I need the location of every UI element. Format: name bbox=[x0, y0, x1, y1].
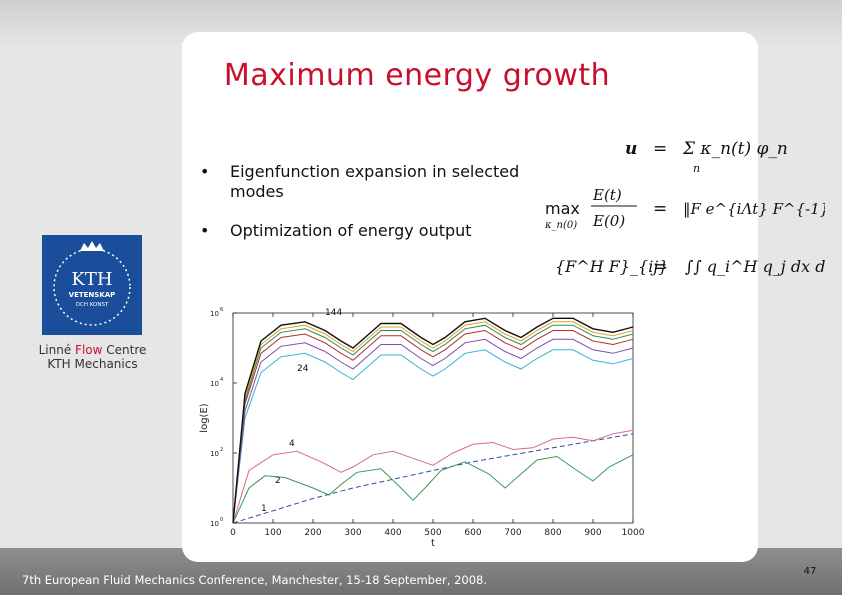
eq1-sum-sub: n bbox=[693, 162, 700, 175]
bullet-text: Optimization of energy output bbox=[230, 221, 472, 240]
logo-text-line1: VETENSKAP bbox=[69, 291, 116, 299]
eq3-lhs: {F^H F}_{ij} bbox=[555, 257, 668, 276]
series-line-s40 bbox=[232, 338, 634, 524]
right-band bbox=[758, 44, 842, 548]
org-line1-flow: Flow bbox=[75, 343, 103, 357]
x-axis-label: t bbox=[431, 538, 435, 548]
org-line1: Linné Flow Centre bbox=[20, 343, 165, 357]
x-tick-label: 300 bbox=[344, 528, 361, 538]
equation-gram-matrix: {F^H F}_{ij} = ∫∫ q_i^H q_j dx dy bbox=[555, 257, 825, 277]
series-line-2 bbox=[232, 454, 634, 524]
eq1-op: = bbox=[653, 139, 667, 159]
series-line-144 bbox=[232, 317, 634, 524]
x-tick-label: 200 bbox=[304, 528, 321, 538]
x-tick-label: 0 bbox=[230, 528, 236, 538]
y-tick-exponent: 2 bbox=[220, 447, 223, 453]
y-axis-label: log(E) bbox=[199, 403, 210, 432]
series-label-4: 4 bbox=[289, 439, 295, 449]
bullet-text: Eigenfunction expansion in selected mode… bbox=[230, 162, 520, 201]
eq2-sub: κ_n(0) bbox=[544, 220, 577, 231]
eq1-rhs: Σ κ_n(t) φ_n bbox=[682, 139, 788, 159]
org-line2: KTH Mechanics bbox=[47, 357, 138, 371]
series-line-s60 bbox=[232, 329, 634, 524]
y-tick-label: 10 bbox=[210, 310, 219, 318]
series-line-s100 bbox=[232, 321, 634, 524]
y-tick-label: 10 bbox=[210, 450, 219, 458]
logo-text-main: KTH bbox=[71, 269, 112, 290]
x-tick-label: 700 bbox=[504, 528, 521, 538]
series-line-4 bbox=[232, 429, 634, 524]
x-tick-label: 100 bbox=[264, 528, 281, 538]
bullet-marker: • bbox=[200, 221, 210, 240]
x-tick-label: 900 bbox=[584, 528, 601, 538]
eq2-max: max bbox=[545, 199, 580, 218]
kth-logo: KTH VETENSKAP OCH KONST bbox=[42, 235, 142, 335]
slide-title: Maximum energy growth bbox=[223, 58, 611, 93]
page-number: 47 bbox=[803, 566, 817, 577]
x-tick-label: 400 bbox=[384, 528, 401, 538]
org-line1-pre: Linné bbox=[38, 343, 72, 357]
org-line1-post: Centre bbox=[106, 343, 147, 357]
eq2-rhs: ‖F e^{iΛt} F^{-1}‖²₂ bbox=[683, 200, 825, 218]
org-name: Linné Flow Centre KTH Mechanics bbox=[20, 343, 165, 371]
series-label-2: 2 bbox=[275, 476, 281, 486]
eq2-den: E(0) bbox=[592, 212, 625, 230]
x-tick-label: 500 bbox=[424, 528, 441, 538]
series-line-24 bbox=[232, 349, 634, 524]
y-tick-label: 10 bbox=[210, 520, 219, 528]
bullet-marker: • bbox=[200, 162, 210, 181]
eq2-num: E(t) bbox=[592, 186, 622, 204]
eq2-op: = bbox=[653, 199, 667, 219]
logo-wreath bbox=[53, 248, 131, 326]
equation-expansion: u = Σ κ_n(t) φ_n n bbox=[625, 139, 788, 175]
x-tick-label: 800 bbox=[544, 528, 561, 538]
eq1-lhs: u bbox=[625, 139, 637, 159]
equation-max-growth: max κ_n(0) E(t) E(0) = ‖F e^{iΛt} F^{-1}… bbox=[544, 186, 825, 231]
footer-text: 7th European Fluid Mechanics Conference,… bbox=[22, 573, 488, 587]
x-tick-label: 1000 bbox=[622, 528, 645, 538]
y-tick-label: 10 bbox=[210, 380, 219, 388]
eq3-rhs: ∫∫ q_i^H q_j dx dy bbox=[685, 257, 825, 276]
y-tick-exponent: 4 bbox=[220, 377, 223, 383]
logo-text-line2: OCH KONST bbox=[76, 302, 109, 308]
x-tick-label: 600 bbox=[464, 528, 481, 538]
eq3-op: = bbox=[653, 257, 667, 277]
kth-logo-graphic: KTH VETENSKAP OCH KONST bbox=[53, 241, 131, 326]
y-tick-exponent: 6 bbox=[220, 307, 223, 313]
crown-icon bbox=[80, 241, 104, 251]
series-line-s80 bbox=[232, 324, 634, 524]
series-label-24: 24 bbox=[297, 364, 309, 374]
series-label-144: 144 bbox=[325, 308, 342, 318]
y-tick-exponent: 0 bbox=[220, 517, 223, 523]
series-label-1: 1 bbox=[261, 504, 267, 514]
equations: u = Σ κ_n(t) φ_n n max κ_n(0) E(t) E(0) … bbox=[544, 139, 825, 277]
